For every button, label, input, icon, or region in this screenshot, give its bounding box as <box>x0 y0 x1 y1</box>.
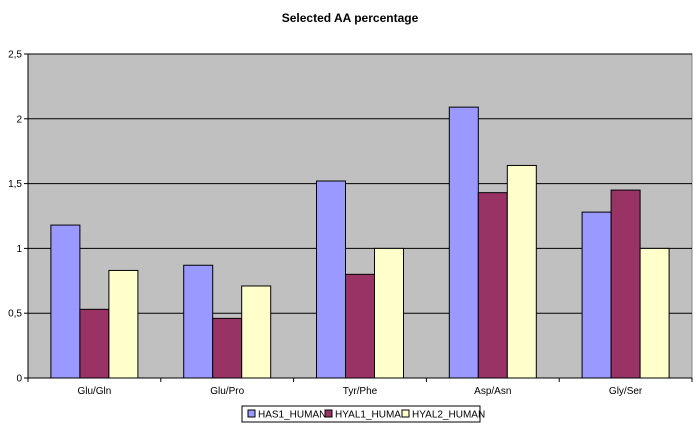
bar-has1-human-glu-pro <box>183 264 214 379</box>
gridlines <box>28 53 692 314</box>
y-tick-label: 1 <box>16 244 22 255</box>
bar-has1-human-gly-ser <box>581 211 612 379</box>
x-tick-labels: Glu/Gln Glu/Pro Tyr/Phe Asp/Asn Gly/Ser <box>27 378 693 397</box>
x-tick-label: Asp/Asn <box>474 386 511 397</box>
bar-hyal1-human-asp-asn <box>477 192 508 379</box>
bar-hyal2-human-gly-ser <box>639 247 670 379</box>
y-tick-label: 0,5 <box>8 309 22 320</box>
bar-hyal2-human-tyr-phe <box>374 247 404 379</box>
x-tick-label: Tyr/Phe <box>343 386 378 397</box>
x-tick-label: Gly/Ser <box>609 386 643 397</box>
x-tick-label: Glu/Gln <box>77 386 111 397</box>
chart-title: Selected AA percentage <box>282 11 419 25</box>
bar-hyal1-human-tyr-phe <box>345 273 375 379</box>
y-tick-label: 2 <box>16 114 22 125</box>
bar-hyal2-human-glu-pro <box>241 285 272 379</box>
x-tick-label: Glu/Pro <box>210 386 244 397</box>
axes <box>27 54 692 379</box>
y-tick-labels: 0 0,5 1 1,5 2 2,5 <box>8 50 28 385</box>
bar-has1-human-glu-gln <box>50 224 81 379</box>
bar-hyal1-human-glu-pro <box>212 317 243 379</box>
bar-has1-human-asp-asn <box>448 106 479 379</box>
legend-label: HAS1_HUMAN <box>258 410 326 421</box>
legend-swatch <box>324 409 333 418</box>
y-tick-label: 2,5 <box>8 50 22 61</box>
bar-hyal1-human-glu-gln <box>79 308 110 379</box>
legend-swatch <box>247 409 256 418</box>
legend-box <box>241 405 481 423</box>
bar-hyal2-human-asp-asn <box>506 164 537 379</box>
legend-swatch <box>401 409 410 418</box>
bar-has1-human-tyr-phe <box>316 180 346 379</box>
bars <box>50 106 670 379</box>
bar-hyal1-human-gly-ser <box>610 189 641 379</box>
y-tick-label: 0 <box>16 374 22 385</box>
bar-hyal2-human-glu-gln <box>108 269 139 379</box>
legend-label: HYAL2_HUMAN <box>412 410 485 421</box>
legend: HAS1_HUMAN HYAL1_HUMAN HYAL2_HUMAN <box>241 405 485 423</box>
y-tick-label: 1,5 <box>8 179 22 190</box>
legend-label: HYAL1_HUMAN <box>335 410 408 421</box>
